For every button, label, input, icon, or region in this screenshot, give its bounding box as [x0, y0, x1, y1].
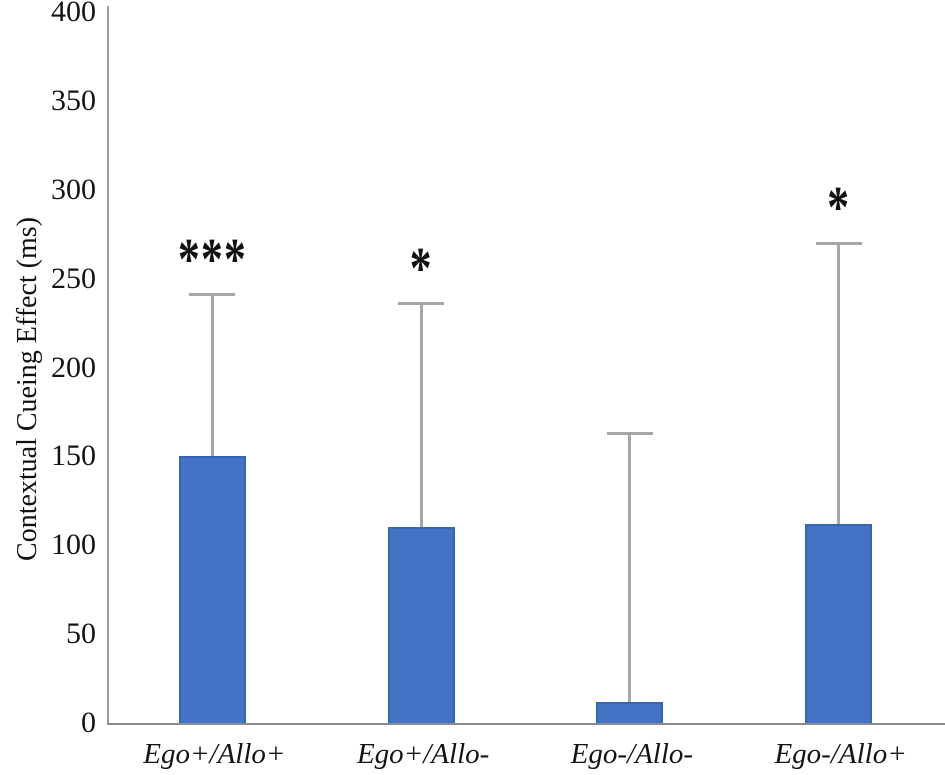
error-bar-cap	[815, 241, 862, 245]
y-tick-label: 50	[66, 617, 96, 651]
error-bar-stem	[210, 294, 214, 457]
y-tick-label: 100	[51, 528, 96, 562]
bar-Ego+/Allo+	[178, 456, 246, 723]
y-tick-label: 150	[51, 439, 96, 473]
bar-Ego-/Allo-	[596, 701, 664, 723]
y-tick-label: 200	[51, 350, 96, 384]
y-tick-label: 300	[51, 172, 96, 206]
x-tick-label: Ego+/Allo+	[143, 738, 286, 770]
x-axis	[107, 723, 945, 725]
error-bar-stem	[419, 303, 423, 528]
y-axis	[107, 6, 109, 725]
bar-Ego+/Allo-	[387, 527, 455, 723]
significance-marker: *	[827, 174, 851, 241]
x-tick-label: Ego-/Allo-	[570, 738, 694, 770]
bar-Ego-/Allo+	[805, 523, 873, 723]
error-bar-stem	[837, 243, 841, 524]
error-bar-cap	[398, 302, 445, 305]
x-tick-label: Ego-/Allo+	[774, 738, 907, 770]
x-tick-label: Ego+/Allo-	[356, 738, 490, 770]
y-tick-label: 350	[51, 83, 96, 117]
error-bar-cap	[606, 431, 653, 435]
y-tick-label: 0	[81, 706, 96, 739]
error-bar-stem	[628, 433, 632, 702]
y-tick-label: 250	[51, 261, 96, 295]
y-tick-label: 400	[51, 0, 96, 28]
significance-marker: ***	[177, 226, 247, 293]
error-bar-cap	[189, 293, 236, 297]
significance-marker: *	[409, 235, 433, 302]
